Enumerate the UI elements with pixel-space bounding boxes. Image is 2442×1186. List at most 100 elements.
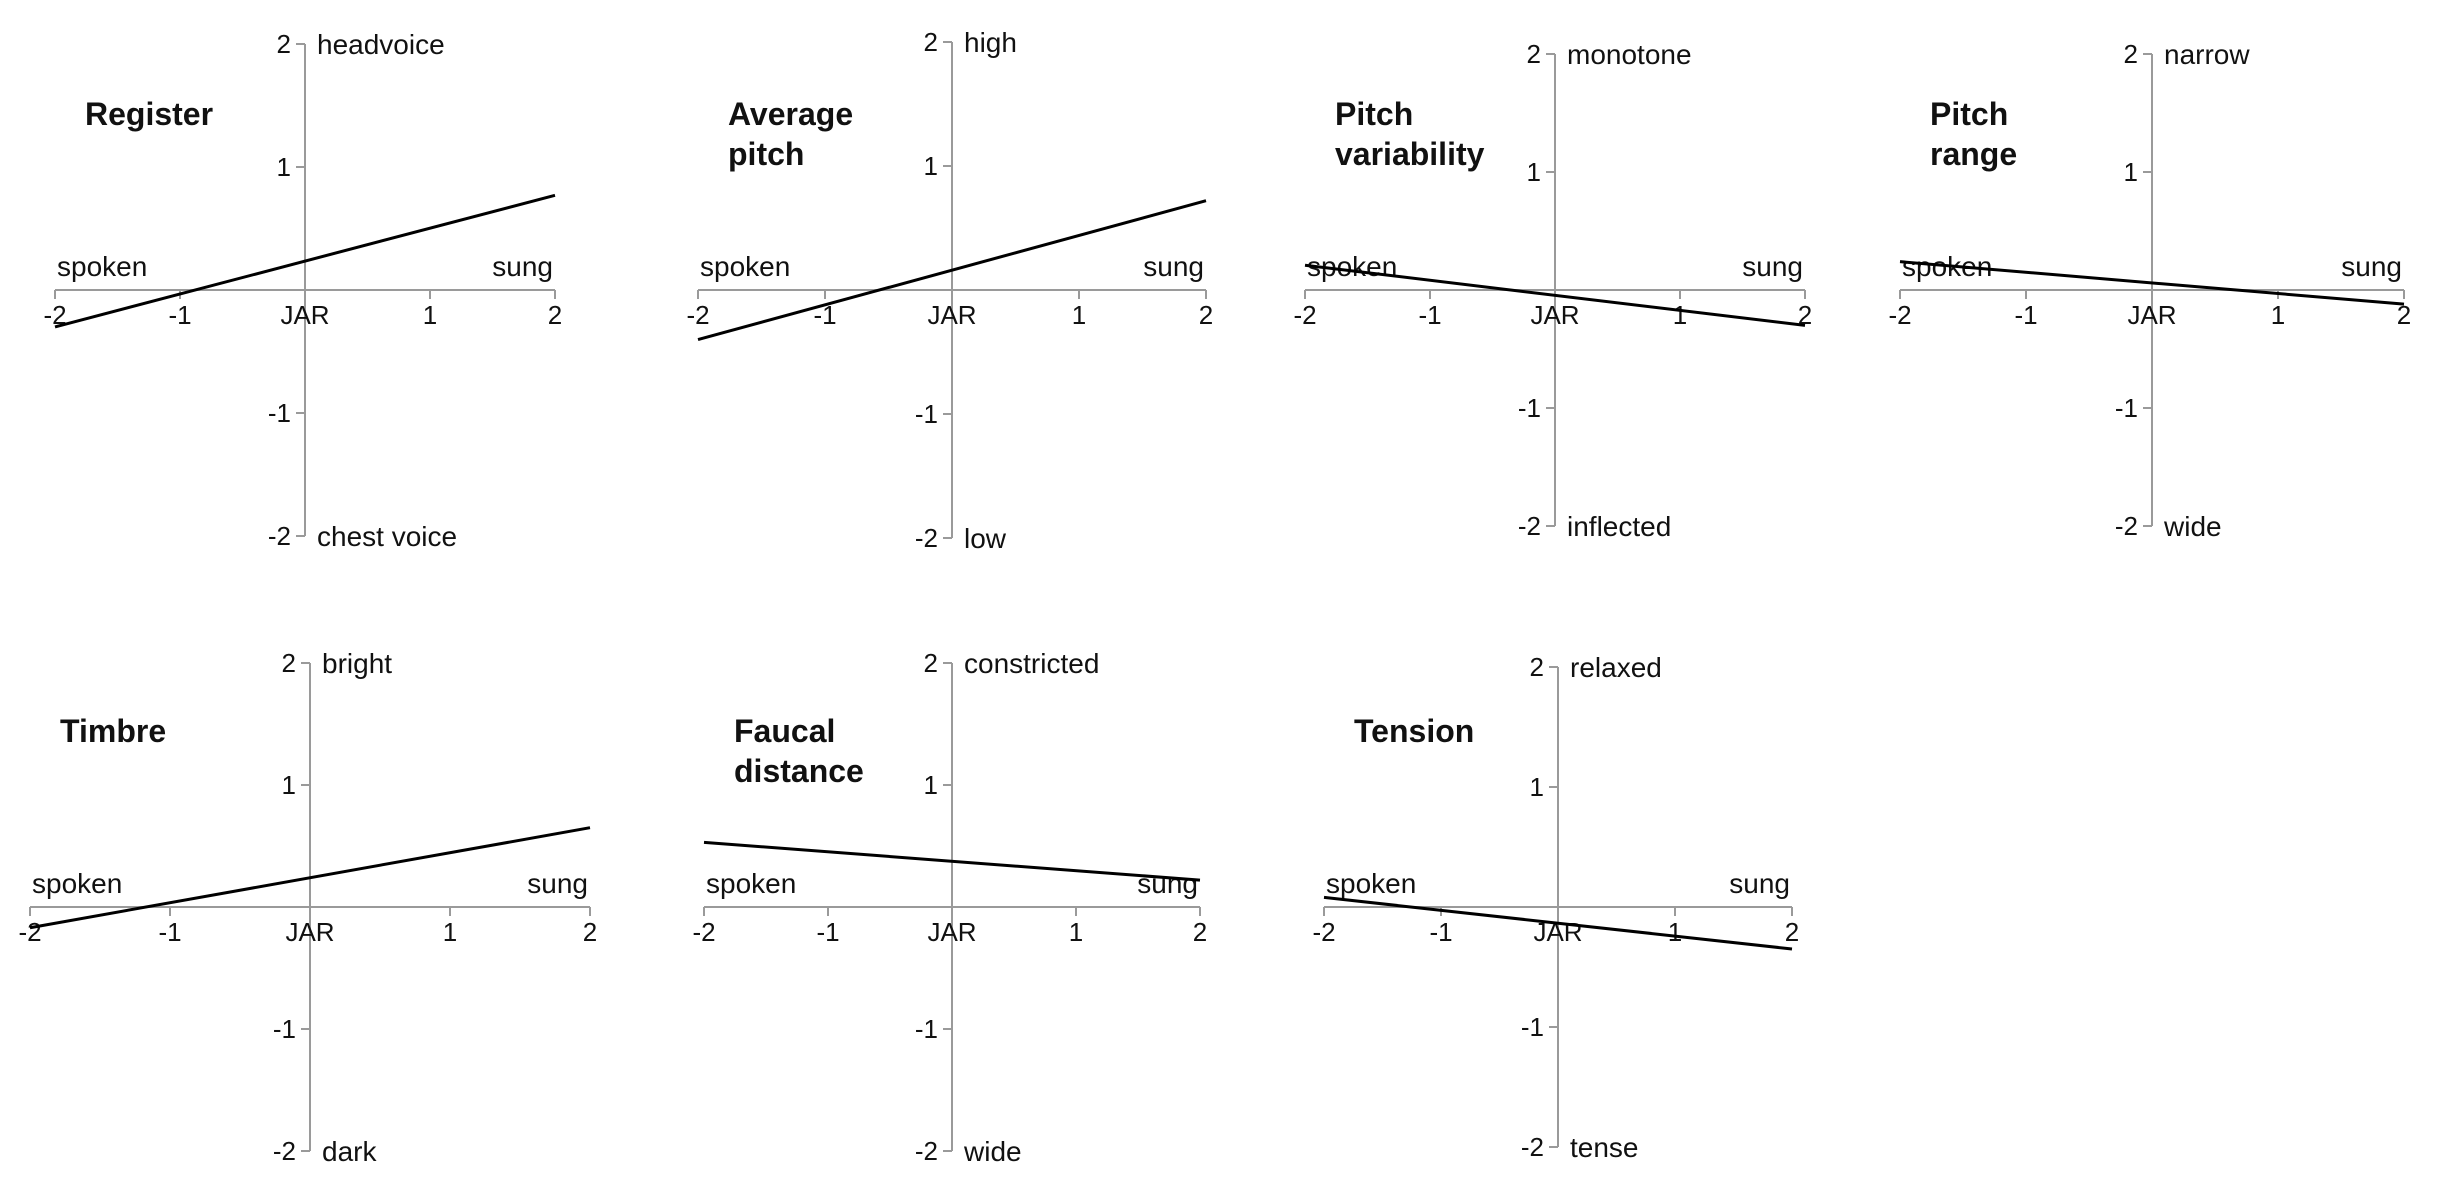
x-tick-label: -1 (1429, 917, 1452, 947)
x-tick-label: 1 (2271, 300, 2285, 330)
panel-4: -2-1JAR1221-1-2spokensungnarrowwidePitch… (1888, 39, 2411, 542)
x-left-label: spoken (1326, 868, 1416, 899)
x-tick-label: JAR (927, 917, 976, 947)
y-tick-label: 1 (282, 770, 296, 800)
series-line (1323, 895, 1793, 951)
y-tick-label: -1 (915, 399, 938, 429)
y-tick-label: 1 (1530, 772, 1544, 802)
x-tick-label: 2 (2397, 300, 2411, 330)
y-tick-label: 2 (282, 648, 296, 678)
y-tick-label: -1 (268, 398, 291, 428)
x-left-label: spoken (700, 251, 790, 282)
y-tick-label: 1 (924, 770, 938, 800)
x-tick-label: 2 (548, 300, 562, 330)
x-tick-label: -2 (18, 917, 41, 947)
y-tick-label: 2 (924, 648, 938, 678)
chart-title: Pitch (1335, 96, 1413, 132)
series-line (703, 840, 1201, 882)
chart-title: variability (1335, 136, 1485, 172)
y-top-label: constricted (964, 648, 1099, 679)
y-tick-label: 1 (1527, 157, 1541, 187)
x-tick-label: -2 (1293, 300, 1316, 330)
series-line (1304, 263, 1806, 327)
y-tick-label: -2 (1521, 1132, 1544, 1162)
y-bottom-label: tense (1570, 1132, 1639, 1163)
series-line (697, 199, 1207, 342)
chart-title: Pitch (1930, 96, 2008, 132)
x-tick-label: 1 (1668, 917, 1682, 947)
x-tick-label: 1 (1673, 300, 1687, 330)
y-bottom-label: dark (322, 1136, 377, 1167)
chart-title: Register (85, 96, 213, 132)
x-tick-label: -1 (816, 917, 839, 947)
chart-title: Tension (1354, 713, 1474, 749)
x-left-label: spoken (32, 868, 122, 899)
x-tick-label: 2 (1798, 300, 1812, 330)
series-line (1899, 260, 2405, 306)
x-tick-label: -1 (158, 917, 181, 947)
panel-5: -2 -1 JAR 1 2 2 1 -1 -2 spoken sung bright dark Timbr… (18, 648, 597, 1167)
x-left-label: spoken (57, 251, 147, 282)
chart-title: Timbre (60, 713, 166, 749)
y-tick-label: 2 (1530, 652, 1544, 682)
x-tick-label: 2 (583, 917, 597, 947)
y-tick-label: 1 (924, 151, 938, 181)
x-tick-label: -1 (2014, 300, 2037, 330)
y-top-label: relaxed (1570, 652, 1662, 683)
y-tick-label: -2 (2115, 511, 2138, 541)
y-top-label: narrow (2164, 39, 2250, 70)
x-right-label: sung (1143, 251, 1204, 282)
x-right-label: sung (527, 868, 588, 899)
x-tick-label: -2 (43, 300, 66, 330)
y-tick-label: -1 (273, 1014, 296, 1044)
y-top-label: high (964, 27, 1017, 58)
y-bottom-label: wide (2163, 511, 2222, 542)
y-bottom-label: chest voice (317, 521, 457, 552)
x-right-label: sung (1137, 868, 1198, 899)
x-tick-label: 1 (423, 300, 437, 330)
y-tick-label: -2 (273, 1136, 296, 1166)
series-line (54, 193, 556, 329)
x-tick-label: -2 (686, 300, 709, 330)
y-tick-label: -1 (1518, 393, 1541, 423)
x-tick-label: -2 (692, 917, 715, 947)
chart-title: Average (728, 96, 853, 132)
y-tick-label: -2 (915, 523, 938, 553)
chart-title: distance (734, 753, 864, 789)
x-tick-label: 1 (443, 917, 457, 947)
x-tick-label: -1 (168, 300, 191, 330)
x-right-label: sung (1742, 251, 1803, 282)
x-left-label: spoken (706, 868, 796, 899)
y-bottom-label: low (964, 523, 1007, 554)
y-tick-label: 2 (277, 29, 291, 59)
x-tick-label: 2 (1199, 300, 1213, 330)
x-tick-label: 2 (1193, 917, 1207, 947)
chart-title: Faucal (734, 713, 835, 749)
y-tick-label: 2 (2124, 39, 2138, 69)
y-tick-label: 1 (277, 152, 291, 182)
x-tick-label: JAR (1530, 300, 1579, 330)
x-tick-label: JAR (280, 300, 329, 330)
y-top-label: bright (322, 648, 392, 679)
x-right-label: sung (2341, 251, 2402, 282)
x-tick-label: JAR (285, 917, 334, 947)
y-tick-label: -1 (915, 1014, 938, 1044)
panel-1: -2 -1 JAR 1 2 2 1 -1 -2 spoken sung headvoice chest … (43, 29, 562, 552)
x-tick-label: 2 (1785, 917, 1799, 947)
x-tick-label: 1 (1069, 917, 1083, 947)
y-bottom-label: wide (963, 1136, 1022, 1167)
y-tick-label: 2 (924, 27, 938, 57)
y-tick-label: -2 (1518, 511, 1541, 541)
y-tick-label: -1 (2115, 393, 2138, 423)
panel-6: -2 -1 JAR 1 2 2 1 -1 -2 spoken sung constricted wide… (692, 648, 1207, 1167)
series-line (29, 826, 591, 930)
y-top-label: headvoice (317, 29, 445, 60)
x-tick-label: -1 (1418, 300, 1441, 330)
y-top-label: monotone (1567, 39, 1692, 70)
x-tick-label: -2 (1888, 300, 1911, 330)
chart-title: pitch (728, 136, 804, 172)
